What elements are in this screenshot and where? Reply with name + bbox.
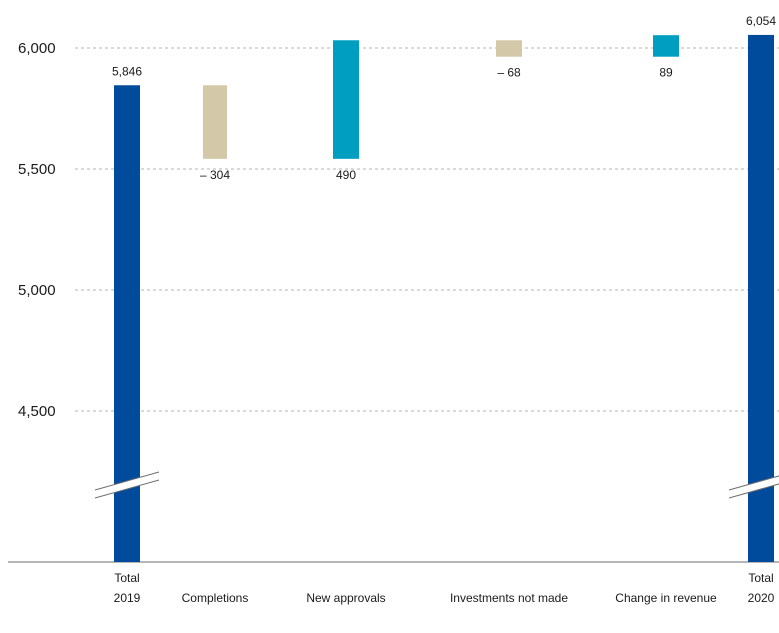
- x-tick-label: New approvals: [306, 591, 385, 605]
- axis-break-gap-0: [95, 472, 159, 498]
- bar-1: [203, 85, 227, 159]
- y-tick-label: 5,500: [18, 161, 56, 178]
- axis-break-line: [94, 471, 160, 491]
- data-label: 6,054: [746, 14, 776, 28]
- y-tick-label: 5,000: [18, 282, 56, 299]
- data-label: – 68: [497, 66, 521, 80]
- bar-5: [748, 34, 774, 562]
- x-tick-label: Total: [114, 571, 139, 585]
- x-tick-label: 2020: [748, 591, 775, 605]
- data-label: 490: [336, 168, 356, 182]
- bar-4: [653, 35, 679, 57]
- y-tick-label: 4,500: [18, 403, 56, 420]
- axis-break-line: [728, 483, 779, 499]
- data-label: – 304: [200, 168, 230, 182]
- x-tick-label: Change in revenue: [615, 591, 717, 605]
- axis-break-gap-1: [729, 475, 779, 498]
- bar-2: [333, 40, 359, 159]
- data-label: 5,846: [112, 64, 142, 78]
- data-label: 89: [659, 66, 673, 80]
- x-tick-label: Total: [748, 571, 773, 585]
- x-tick-label: Investments not made: [450, 591, 568, 605]
- x-tick-label: 2019: [114, 591, 141, 605]
- x-tick-label: Completions: [182, 591, 249, 605]
- bar-3: [496, 40, 522, 57]
- axis-break-line: [728, 475, 779, 491]
- axis-break-line: [94, 479, 160, 499]
- y-tick-label: 6,000: [18, 40, 56, 57]
